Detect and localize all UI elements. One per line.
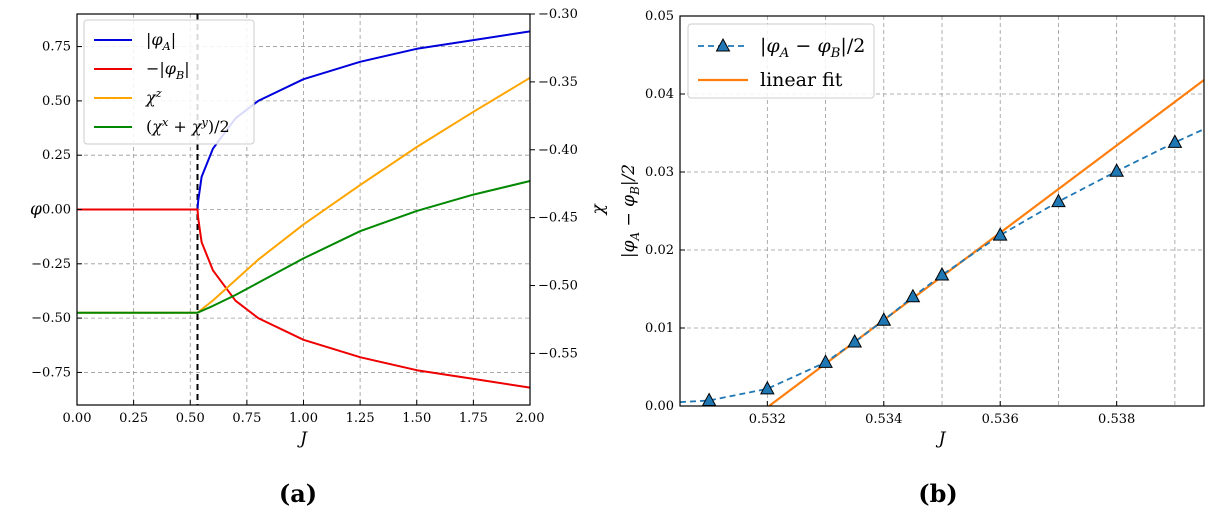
y2-axis-title: χ (593, 203, 613, 216)
data-marker (1167, 134, 1183, 148)
series-line (77, 208, 531, 389)
y2-tick-label: −0.35 (538, 75, 578, 90)
y-tick-label: 0.50 (42, 94, 71, 109)
x-tick-label: 0.75 (232, 411, 261, 426)
y-tick-label: −0.75 (31, 365, 71, 380)
legend: |φA| −|φB| χz (χx + χy)/2 (83, 19, 255, 145)
y-tick-label: 0.00 (645, 399, 674, 414)
x-tick-label: 0.536 (982, 412, 1019, 427)
x-tick-label: 1.25 (346, 411, 375, 426)
y2-tick-label: −0.40 (538, 143, 578, 158)
data-marker (876, 312, 892, 326)
y2-tick-label: −0.50 (538, 279, 578, 294)
legend-label: (χx + χy)/2 (146, 116, 230, 136)
y-tick-label: 0.05 (645, 9, 674, 24)
legend-label: −|φB| (146, 59, 190, 82)
y2-tick-label: −0.30 (538, 7, 578, 22)
x-tick-label: 0.50 (176, 411, 205, 426)
y-tick-label: 0.25 (42, 148, 71, 163)
x-tick-label: 0.538 (1098, 412, 1135, 427)
legend-label-data: |φA − φB|/2 (760, 35, 865, 61)
data-marker (992, 227, 1008, 241)
legend-label-fit: linear fit (760, 69, 843, 91)
data-marker (1051, 193, 1066, 208)
legend-box (83, 19, 255, 145)
y-axis-title: φ (30, 200, 42, 220)
data-marker (818, 354, 833, 368)
y-tick-label: 0.02 (645, 243, 674, 258)
x-axis-title: J (936, 429, 947, 449)
y-axis-title: |φA − φB|/2 (619, 164, 642, 258)
legend: |φA − φB|/2 linear fit (687, 23, 875, 99)
x-tick-label: 2.00 (516, 411, 545, 426)
data-marker (1109, 163, 1125, 177)
y-tick-label: −0.50 (31, 311, 71, 326)
x-tick-label: 0.534 (865, 412, 902, 427)
panel-label-a: (a) (279, 479, 317, 508)
y-tick-label: 0.01 (645, 321, 674, 336)
plot-frame (679, 15, 1205, 407)
series-line (77, 76, 531, 314)
legend-label: |φA| (146, 30, 176, 53)
chart-panel-b: 0.532 0.534 0.536 0.538 0.00 0.01 0.02 0.03 0.04… (619, 9, 1205, 449)
legend-marker (715, 37, 731, 52)
x-axis-title: J (297, 429, 308, 449)
x-tick-label: 0.532 (749, 412, 786, 427)
y-tick-label: 0.03 (645, 165, 674, 180)
x-tick-label: 0.00 (63, 411, 92, 426)
y-tick-label: 0.00 (42, 203, 71, 218)
legend-label: χz (145, 87, 162, 107)
data-marker (759, 380, 775, 395)
y-tick-label: 0.75 (42, 40, 71, 55)
data-marker (847, 333, 863, 348)
x-tick-label: 1.00 (289, 411, 318, 426)
y-tick-label: 0.04 (645, 87, 674, 102)
y2-tick-label: −0.55 (538, 346, 578, 361)
panel-label-b: (b) (918, 479, 958, 508)
y-tick-label: −0.25 (31, 257, 71, 272)
data-marker (934, 266, 950, 281)
x-tick-label: 0.25 (119, 411, 148, 426)
series-line (77, 180, 531, 314)
x-tick-label: 1.50 (402, 411, 431, 426)
x-tick-label: 1.75 (459, 411, 488, 426)
data-marker (905, 288, 921, 303)
y2-tick-label: −0.45 (538, 211, 578, 226)
chart-panel-a: 0.00 0.25 0.50 0.75 1.00 1.25 1.50 1.75 2.00 −0.7… (30, 7, 613, 449)
